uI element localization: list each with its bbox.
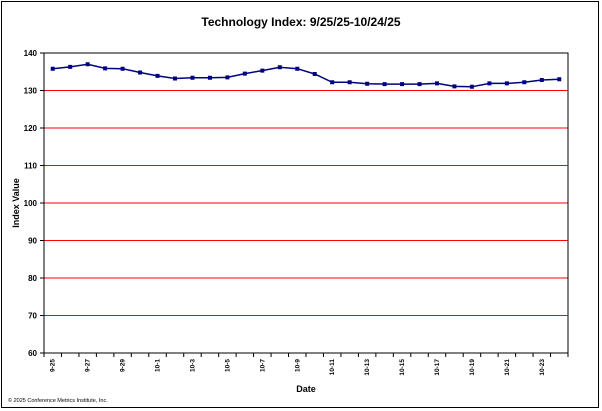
- y-tick-label: 60: [28, 349, 37, 358]
- x-tick-label: 10-5: [224, 359, 231, 372]
- data-point: [452, 84, 457, 89]
- data-point: [103, 66, 108, 71]
- y-tick-label: 80: [28, 274, 37, 283]
- data-point: [207, 75, 212, 80]
- x-tick-label: 10-9: [294, 359, 301, 372]
- x-tick-label: 10-13: [364, 359, 371, 376]
- copyright-footer: © 2025 Conference Metrics Institute, Inc…: [8, 397, 108, 404]
- x-axis-title: Date: [296, 384, 316, 394]
- data-point: [190, 75, 195, 80]
- data-point: [469, 84, 474, 89]
- data-point: [417, 82, 422, 87]
- data-point: [400, 82, 405, 87]
- x-tick-label: 9-29: [120, 359, 127, 372]
- y-tick-label: 70: [28, 312, 37, 321]
- data-point: [85, 62, 90, 67]
- data-point: [242, 71, 247, 76]
- data-point: [504, 81, 509, 86]
- x-tick-label: 9-27: [85, 359, 92, 372]
- x-tick-label: 10-7: [259, 359, 266, 372]
- data-point: [68, 64, 73, 69]
- data-point: [382, 82, 387, 87]
- y-tick-label: 130: [24, 87, 38, 96]
- data-point: [225, 75, 230, 80]
- y-tick-label: 140: [24, 49, 38, 58]
- x-tick-label: 10-1: [155, 359, 162, 372]
- x-tick-label: 10-23: [539, 359, 546, 376]
- y-axis-ticks: 60 70 80 90 100 110 120 130 140: [24, 49, 44, 358]
- data-point: [539, 78, 544, 82]
- x-tick-label: 10-21: [504, 359, 511, 376]
- x-tick-label: 10-19: [469, 359, 476, 376]
- gridlines: [44, 90, 568, 316]
- y-axis-title: Index Value: [11, 178, 21, 228]
- data-point: [260, 68, 265, 73]
- series-line: [52, 63, 560, 88]
- x-axis-ticks: 9-25 9-27 9-29 10-1 10-3 10-5 10-7 10-9 10-11 10-…: [43, 353, 569, 376]
- y-tick-label: 110: [24, 162, 37, 171]
- data-point: [277, 65, 282, 70]
- data-point: [487, 81, 492, 86]
- data-point: [557, 77, 562, 82]
- chart-title: Technology Index: 9/25/25-10/24/25: [201, 15, 401, 29]
- data-point: [138, 70, 143, 75]
- data-point: [295, 66, 300, 71]
- data-point: [365, 81, 370, 86]
- x-tick-label: 10-15: [399, 359, 406, 376]
- y-tick-label: 100: [24, 199, 38, 208]
- x-tick-label: 10-17: [434, 359, 441, 376]
- x-tick-label: 10-11: [329, 359, 336, 376]
- data-point: [522, 80, 527, 85]
- data-point: [347, 80, 352, 85]
- data-point: [155, 73, 160, 78]
- data-point: [50, 66, 55, 71]
- series-technology-index: [50, 62, 562, 89]
- data-point: [120, 66, 125, 71]
- y-tick-label: 90: [28, 237, 37, 246]
- y-tick-label: 120: [24, 124, 38, 133]
- data-point: [312, 72, 317, 76]
- data-point: [173, 76, 177, 81]
- x-tick-label: 10-3: [189, 359, 196, 372]
- data-point: [330, 80, 335, 85]
- x-tick-label: 9-25: [50, 359, 57, 372]
- data-point: [435, 81, 439, 86]
